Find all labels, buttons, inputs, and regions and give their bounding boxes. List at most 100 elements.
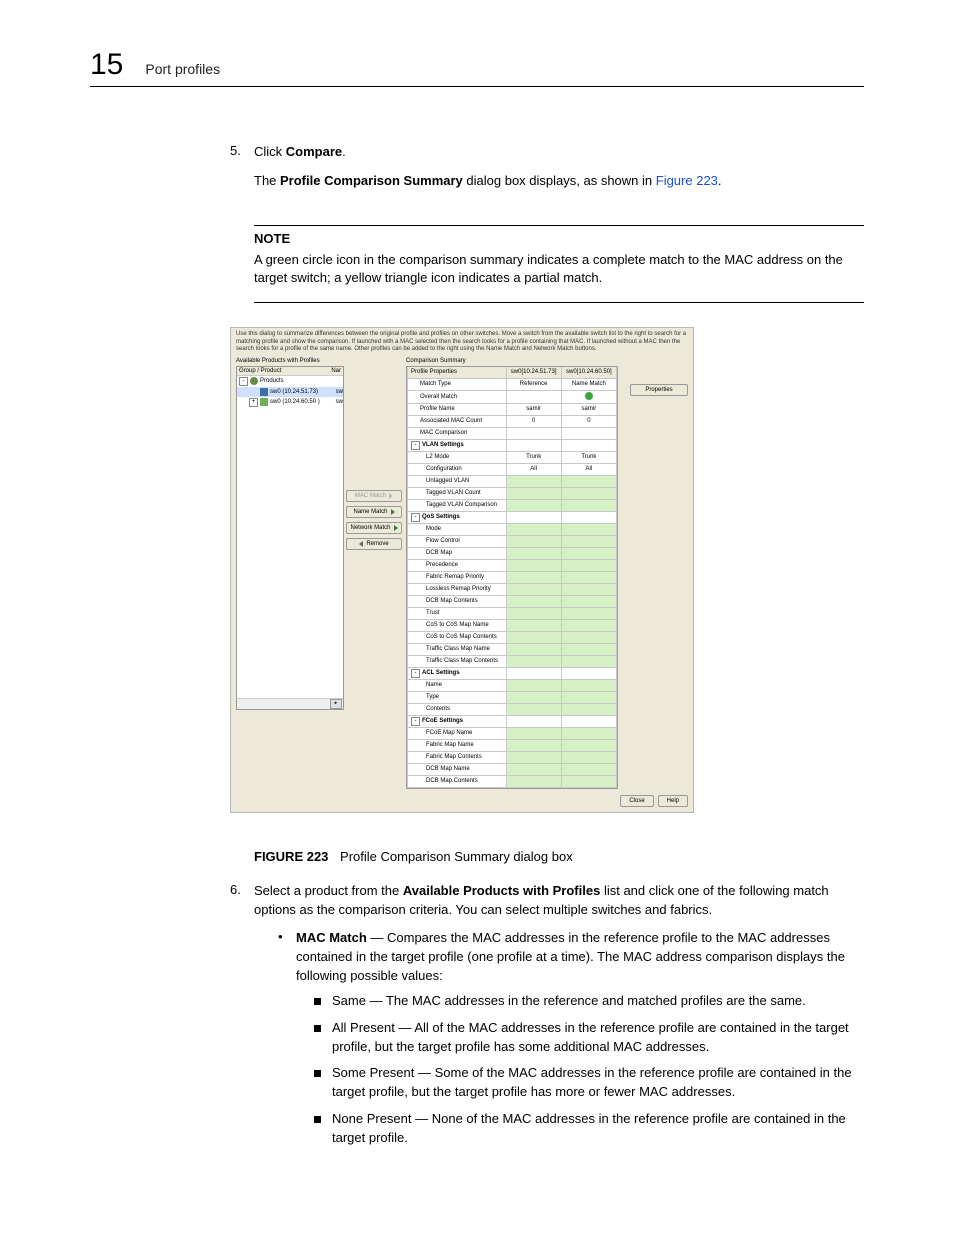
table-row[interactable]: Contents: [408, 703, 617, 715]
collapse-icon[interactable]: -: [411, 441, 420, 450]
col-header[interactable]: Profile Properties: [408, 367, 507, 379]
table-row[interactable]: Tagged VLAN Count: [408, 487, 617, 499]
cell: Profile Name: [408, 403, 507, 415]
dialog-intro: Use this dialog to summarize differences…: [236, 331, 688, 354]
table-row[interactable]: Fabric Map Name: [408, 739, 617, 751]
table-row[interactable]: Precedence: [408, 559, 617, 571]
close-button[interactable]: Close: [620, 795, 653, 807]
bullet-item: • MAC Match — Compares the MAC addresses…: [278, 929, 864, 1155]
cell: [506, 679, 561, 691]
table-row[interactable]: Untagged VLAN: [408, 475, 617, 487]
figure-caption-text: Profile Comparison Summary dialog box: [340, 849, 573, 864]
col-header[interactable]: sw0[10.24.51.73]: [506, 367, 561, 379]
cell: Name: [408, 679, 507, 691]
table-row[interactable]: Tagged VLAN Comparison: [408, 499, 617, 511]
table-row[interactable]: Type: [408, 691, 617, 703]
cell: [561, 427, 616, 439]
tree-scrollbar[interactable]: ▸: [237, 698, 343, 709]
table-row[interactable]: Lossless Remap Priority: [408, 583, 617, 595]
table-row[interactable]: Overall Match: [408, 390, 617, 403]
square-bullet-icon: [314, 1110, 332, 1148]
cell: Associated MAC Count: [408, 415, 507, 427]
table-row[interactable]: ConfigurationAllAll: [408, 463, 617, 475]
table-row[interactable]: -VLAN Settings: [408, 439, 617, 451]
products-tree[interactable]: Group / Product Nar -Productssw0 (10.24.…: [236, 366, 344, 710]
text: .: [342, 144, 346, 159]
cell: Configuration: [408, 463, 507, 475]
table-row[interactable]: CoS to CoS Map Name: [408, 619, 617, 631]
table-row[interactable]: Match TypeReferenceName Match: [408, 378, 617, 390]
table-header-row: Profile Propertiessw0[10.24.51.73]sw0[10…: [408, 367, 617, 379]
tree-expand-icon[interactable]: -: [239, 377, 248, 386]
cell: [561, 619, 616, 631]
network-match-button[interactable]: Network Match: [346, 522, 402, 534]
compare-bold: Compare: [286, 144, 342, 159]
table-row[interactable]: -FCoE Settings: [408, 715, 617, 727]
table-row[interactable]: DCB Map Contents: [408, 595, 617, 607]
table-row[interactable]: CoS to CoS Map Contents: [408, 631, 617, 643]
scroll-arrow-icon[interactable]: ▸: [330, 699, 342, 709]
comparison-grid[interactable]: Profile Propertiessw0[10.24.51.73]sw0[10…: [406, 366, 618, 789]
help-button[interactable]: Help: [658, 795, 688, 807]
cell: Type: [408, 691, 507, 703]
table-row[interactable]: Traffic Class Map Name: [408, 643, 617, 655]
cell: [506, 691, 561, 703]
step-6: 6. Select a product from the Available P…: [230, 882, 864, 1166]
button-label: MAC Match: [355, 493, 386, 499]
table-row[interactable]: -ACL Settings: [408, 667, 617, 679]
collapse-icon[interactable]: -: [411, 717, 420, 726]
text: The: [254, 173, 280, 188]
properties-column: Properties: [622, 358, 688, 396]
table-row[interactable]: DCB Map: [408, 547, 617, 559]
cell: [561, 751, 616, 763]
collapse-icon[interactable]: -: [411, 513, 420, 522]
table-row[interactable]: Trust: [408, 607, 617, 619]
properties-button[interactable]: Properties: [630, 384, 688, 396]
table-row[interactable]: MAC Comparison: [408, 427, 617, 439]
cell: Tagged VLAN Comparison: [408, 499, 507, 511]
cell: [506, 595, 561, 607]
available-products-title: Available Products with Profiles: [236, 358, 342, 364]
table-row[interactable]: Associated MAC Count00: [408, 415, 617, 427]
tree-row[interactable]: +sw0 (10.24.60.50 )sw: [237, 397, 343, 408]
table-row[interactable]: DCB Map Contents: [408, 775, 617, 787]
content: 5. Click Compare. The Profile Comparison…: [230, 143, 864, 1166]
tree-row[interactable]: sw0 (10.24.51.73)sw: [237, 387, 343, 397]
cell: [506, 607, 561, 619]
table-row[interactable]: DCB Map Name: [408, 763, 617, 775]
tree-row[interactable]: -Products: [237, 376, 343, 387]
cell: MAC Comparison: [408, 427, 507, 439]
figure-link[interactable]: Figure 223: [656, 173, 718, 188]
cell: DCB Map: [408, 547, 507, 559]
table-row[interactable]: Traffic Class Map Contents: [408, 655, 617, 667]
tree-expand-icon[interactable]: +: [249, 398, 258, 407]
cell: [506, 487, 561, 499]
remove-button[interactable]: Remove: [346, 538, 402, 550]
button-label: Network Match: [350, 525, 390, 531]
chapter-number: 15: [90, 50, 123, 80]
match-buttons-column: MAC Match Name Match Network Match Remove: [342, 358, 406, 554]
table-row[interactable]: FCoE Map Name: [408, 727, 617, 739]
cell: [561, 547, 616, 559]
cell: [561, 390, 616, 403]
tree-rows: -Productssw0 (10.24.51.73)sw+sw0 (10.24.…: [237, 376, 343, 408]
table-row[interactable]: Flow Control: [408, 535, 617, 547]
table-row[interactable]: Fabric Remap Priority: [408, 571, 617, 583]
collapse-icon[interactable]: -: [411, 669, 420, 678]
comparison-table: Profile Propertiessw0[10.24.51.73]sw0[10…: [407, 367, 617, 788]
button-label: Remove: [366, 541, 388, 547]
tree-label: sw0 (10.24.51.73): [270, 389, 318, 395]
cell: DCB Map Contents: [408, 595, 507, 607]
table-row[interactable]: Mode: [408, 523, 617, 535]
table-row[interactable]: Name: [408, 679, 617, 691]
cell: 0: [561, 415, 616, 427]
table-row[interactable]: -QoS Settings: [408, 511, 617, 523]
table-row[interactable]: Fabric Map Contents: [408, 751, 617, 763]
table-row[interactable]: Profile Namesamirsamir: [408, 403, 617, 415]
table-row[interactable]: L2 ModeTrunkTrunk: [408, 451, 617, 463]
cell: [561, 691, 616, 703]
cell: [506, 763, 561, 775]
name-match-button[interactable]: Name Match: [346, 506, 402, 518]
section-cell: -QoS Settings: [408, 511, 507, 523]
col-header[interactable]: sw0[10.24.60.50]: [561, 367, 616, 379]
